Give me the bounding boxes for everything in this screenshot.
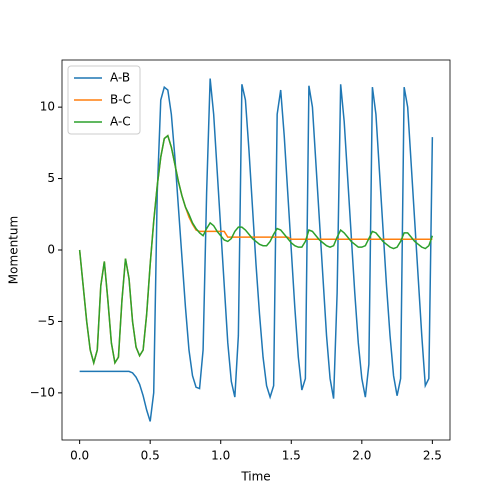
legend-label: B-C (110, 93, 131, 107)
y-tick-label: −5 (37, 314, 55, 328)
legend-box (67, 65, 141, 135)
legend-label: A-C (110, 115, 131, 129)
x-tick-label: 0.5 (141, 449, 160, 463)
x-tick-label: 2.5 (423, 449, 442, 463)
y-tick-label: −10 (30, 385, 55, 399)
x-tick-label: 2.0 (352, 449, 371, 463)
x-tick-label: 0.0 (70, 449, 89, 463)
y-tick-label: 10 (40, 100, 55, 114)
x-axis-label: Time (240, 470, 270, 484)
x-tick-label: 1.5 (282, 449, 301, 463)
series-line (78, 134, 434, 366)
y-tick-label: 0 (47, 243, 55, 257)
x-tick-label: 1.0 (211, 449, 230, 463)
series-line (79, 78, 434, 422)
plot-frame (61, 59, 451, 441)
y-axis-label: Momentum (7, 216, 21, 284)
legend-label: A-B (110, 71, 130, 85)
y-tick-label: 5 (47, 171, 55, 185)
